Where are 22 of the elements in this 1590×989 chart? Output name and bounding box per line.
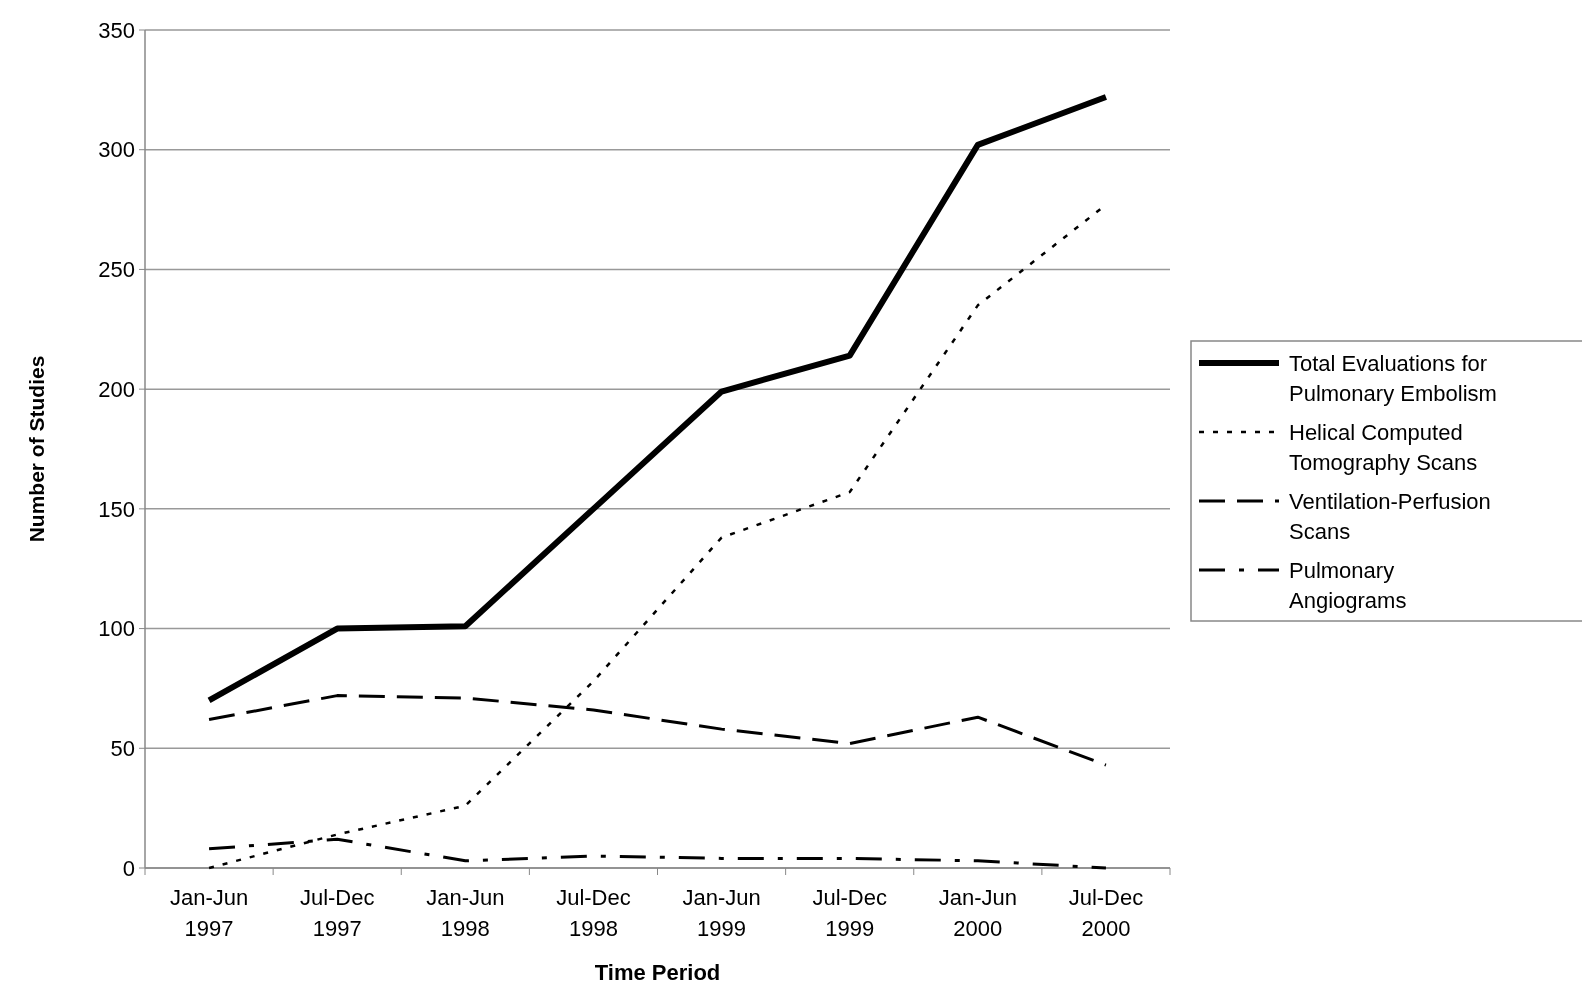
x-tick-label: Jul-Dec 2000 — [1068, 885, 1144, 941]
y-tick-label: 0 — [122, 855, 135, 881]
x-tick-label: Jul-Dec 1997 — [299, 885, 375, 941]
y-tick-label: 300 — [98, 137, 135, 163]
y-axis-title: Number of Studies — [25, 355, 48, 543]
y-tick-label: 50 — [110, 735, 135, 761]
x-tick-label: Jan-Jun 2000 — [938, 885, 1017, 941]
y-tick-label: 350 — [98, 17, 135, 43]
x-tick-label: Jan-Jun 1997 — [169, 885, 249, 941]
legend-label: Pulmonary Angiograms — [1289, 557, 1407, 613]
y-tick-label: 150 — [98, 496, 135, 522]
legend-label: Total Evaluations for Pulmonary Embolism — [1289, 350, 1497, 406]
x-tick-label: Jan-Jun 1999 — [682, 885, 761, 941]
y-tick-label: 100 — [98, 616, 135, 642]
x-tick-label: Jul-Dec 1998 — [556, 885, 631, 941]
x-axis-title: Time Period — [594, 960, 721, 985]
legend-label: Helical Computed Tomography Scans — [1289, 419, 1478, 475]
legend-label: Ventilation-Perfusion Scans — [1289, 488, 1491, 544]
y-tick-label: 200 — [98, 376, 135, 402]
x-tick-label: Jul-Dec 1999 — [812, 885, 887, 941]
y-tick-label: 250 — [98, 257, 135, 283]
x-tick-label: Jan-Jun 1998 — [426, 885, 505, 941]
